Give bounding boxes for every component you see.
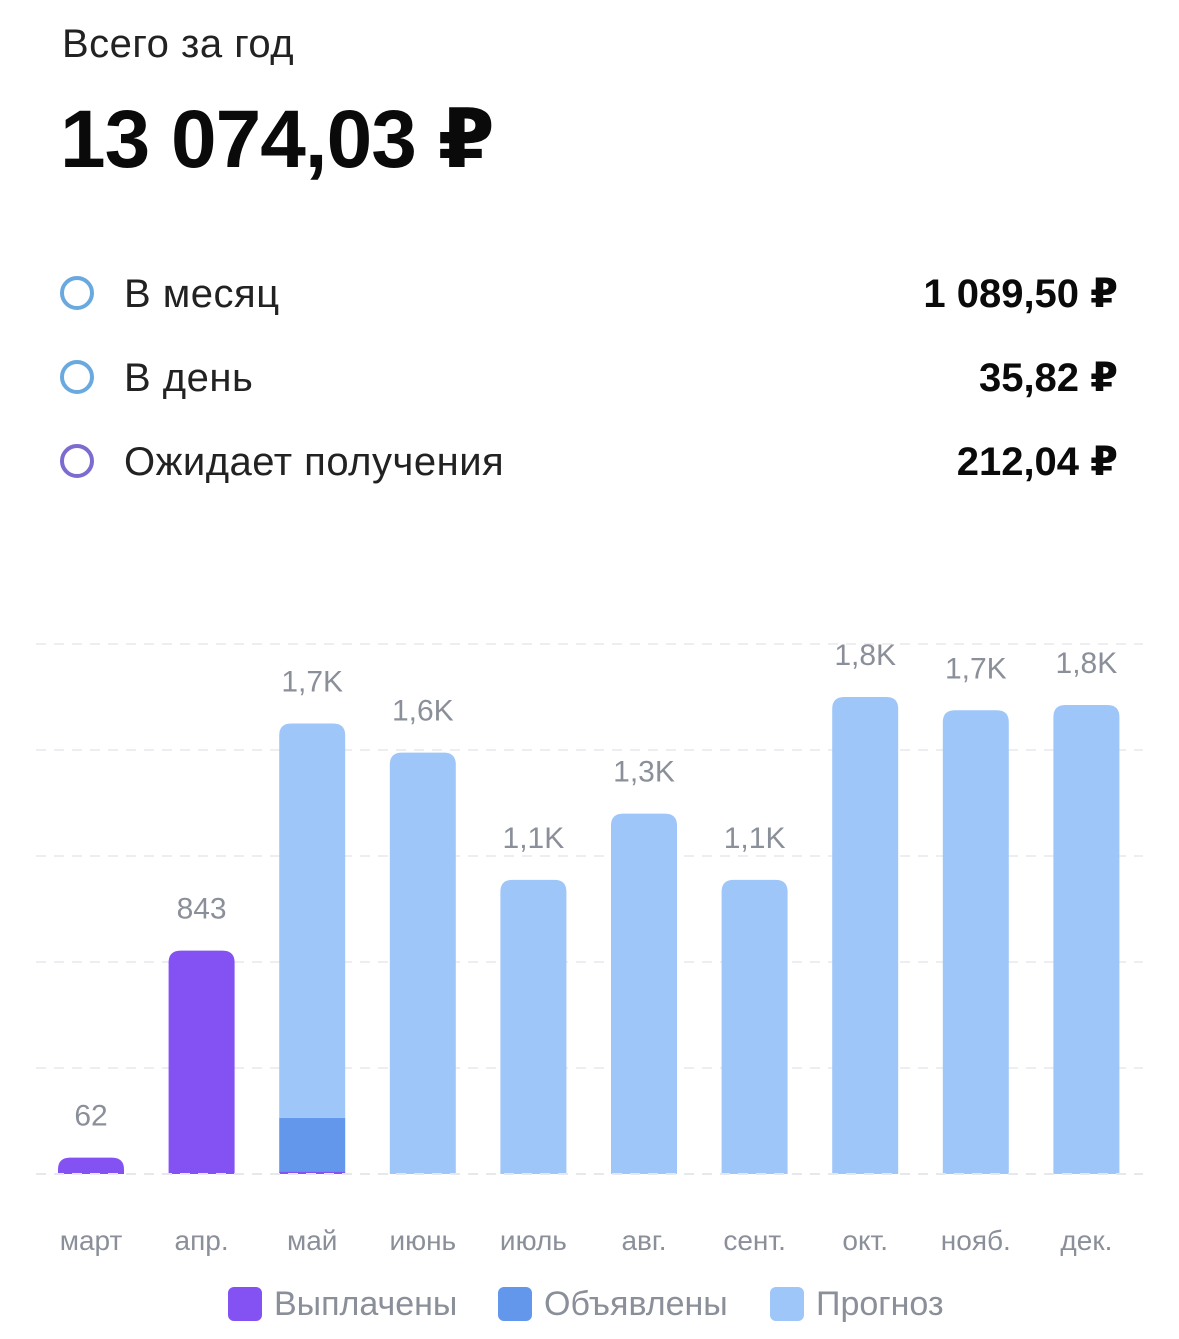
stat-row-monthly[interactable]: В месяц 1 089,50 ₽ bbox=[60, 270, 1118, 320]
stat-label: В день bbox=[124, 356, 254, 400]
bar-segment bbox=[389, 752, 456, 1174]
data-label: 1,1K bbox=[503, 822, 565, 855]
legend-swatch-forecast bbox=[770, 1287, 804, 1321]
circle-icon bbox=[60, 360, 94, 394]
bar-segment bbox=[279, 1117, 346, 1172]
circle-icon bbox=[60, 444, 94, 478]
x-tick-label: июль bbox=[500, 1225, 567, 1256]
annual-total-heading: Всего за год bbox=[62, 22, 295, 66]
x-tick-label: май bbox=[287, 1225, 337, 1256]
bar-segment bbox=[942, 710, 1009, 1174]
bar-segment bbox=[721, 879, 788, 1174]
circle-icon bbox=[60, 276, 94, 310]
stat-value: 35,82 ₽ bbox=[978, 356, 1118, 400]
bar-segment bbox=[168, 950, 235, 1174]
legend-swatch-paid bbox=[228, 1287, 262, 1321]
data-label: 62 bbox=[74, 1100, 107, 1133]
x-tick-label: дек. bbox=[1060, 1225, 1112, 1256]
stat-value: 1 089,50 ₽ bbox=[923, 272, 1118, 316]
bar-segment bbox=[611, 813, 677, 1174]
bar-segment bbox=[279, 1171, 346, 1174]
data-label: 843 bbox=[177, 893, 227, 926]
stat-label: В месяц bbox=[124, 272, 280, 316]
legend-swatch-announced bbox=[498, 1287, 532, 1321]
x-tick-label: март bbox=[60, 1225, 123, 1256]
data-label: 1,7K bbox=[281, 666, 343, 699]
stat-label: Ожидает получения bbox=[124, 440, 505, 484]
x-tick-label: июнь bbox=[389, 1225, 456, 1256]
data-label: 1,8K bbox=[834, 639, 896, 672]
data-label: 1,3K bbox=[613, 756, 675, 789]
x-tick-label: авг. bbox=[621, 1225, 666, 1256]
legend-label-announced: Объявлены bbox=[544, 1285, 728, 1323]
x-tick-label: сент. bbox=[723, 1225, 786, 1256]
bar-segment bbox=[279, 723, 346, 1118]
legend-label-forecast: Прогноз bbox=[816, 1285, 944, 1323]
bars: 62 март 843 апр. 1,7K май 1,6K июнь 1,1K июль 1,3K… bbox=[58, 639, 1120, 1256]
x-tick-label: окт. bbox=[842, 1225, 888, 1256]
data-label: 1,6K bbox=[392, 695, 454, 728]
stat-row-daily[interactable]: В день 35,82 ₽ bbox=[60, 354, 1118, 404]
x-tick-label: апр. bbox=[175, 1225, 229, 1256]
data-label: 1,1K bbox=[724, 822, 786, 855]
bar-segment bbox=[58, 1157, 124, 1174]
x-tick-label: нояб. bbox=[941, 1225, 1011, 1256]
chart-legend: Выплачены Объявлены Прогноз bbox=[0, 1283, 1179, 1327]
monthly-payments-chart: 62 март 843 апр. 1,7K май 1,6K июнь 1,1K июль 1,3K… bbox=[36, 639, 1143, 1256]
bar-segment bbox=[1053, 704, 1120, 1174]
legend-label-paid: Выплачены bbox=[274, 1285, 458, 1323]
stat-row-pending[interactable]: Ожидает получения 212,04 ₽ bbox=[60, 438, 1118, 488]
data-label: 1,7K bbox=[945, 652, 1007, 685]
bar-segment bbox=[500, 879, 567, 1174]
annual-total-amount: 13 074,03 ₽ bbox=[60, 94, 495, 185]
stat-value: 212,04 ₽ bbox=[956, 440, 1118, 484]
bar-segment bbox=[832, 697, 899, 1174]
data-label: 1,8K bbox=[1056, 647, 1118, 680]
